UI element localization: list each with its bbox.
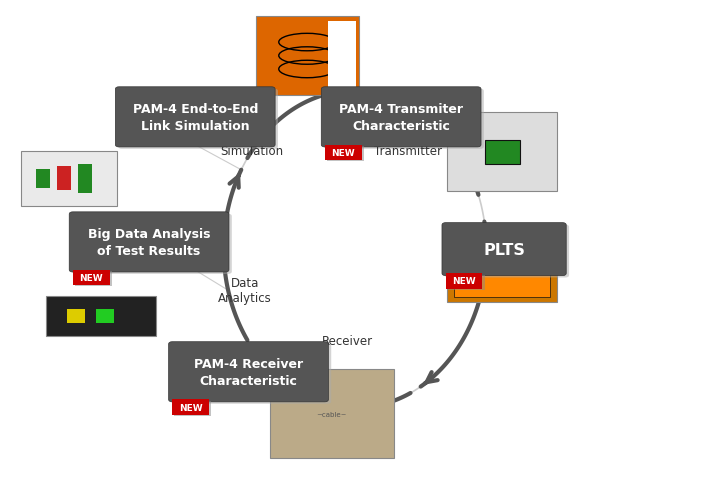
- FancyBboxPatch shape: [446, 274, 483, 289]
- Text: Receiver: Receiver: [322, 334, 373, 348]
- FancyBboxPatch shape: [119, 90, 278, 150]
- Text: ~cable~: ~cable~: [317, 411, 347, 417]
- FancyBboxPatch shape: [447, 228, 557, 302]
- Text: NEW: NEW: [332, 148, 355, 157]
- FancyBboxPatch shape: [70, 212, 229, 273]
- FancyBboxPatch shape: [454, 238, 550, 298]
- FancyBboxPatch shape: [169, 342, 328, 402]
- FancyBboxPatch shape: [116, 87, 275, 148]
- FancyBboxPatch shape: [484, 141, 520, 165]
- FancyBboxPatch shape: [172, 344, 332, 404]
- FancyBboxPatch shape: [36, 169, 50, 189]
- FancyBboxPatch shape: [324, 90, 484, 150]
- FancyBboxPatch shape: [57, 167, 71, 191]
- Text: Simulation: Simulation: [221, 144, 283, 158]
- FancyBboxPatch shape: [75, 272, 112, 287]
- FancyBboxPatch shape: [67, 309, 85, 324]
- Text: PAM-4 Transmiter
Characteristic: PAM-4 Transmiter Characteristic: [339, 103, 463, 132]
- FancyBboxPatch shape: [256, 17, 359, 96]
- Text: PAM-4 Receiver
Characteristic: PAM-4 Receiver Characteristic: [194, 357, 303, 387]
- FancyBboxPatch shape: [21, 151, 117, 206]
- Text: Big Data Analysis
of Test Results: Big Data Analysis of Test Results: [88, 228, 210, 257]
- Text: NEW: NEW: [179, 403, 202, 412]
- Text: Transmitter: Transmitter: [374, 144, 442, 158]
- FancyBboxPatch shape: [270, 370, 394, 458]
- FancyBboxPatch shape: [46, 297, 156, 336]
- FancyBboxPatch shape: [78, 165, 92, 193]
- FancyBboxPatch shape: [96, 309, 114, 324]
- Text: PAM-4 End-to-End
Link Simulation: PAM-4 End-to-End Link Simulation: [133, 103, 258, 132]
- Text: Channel: Channel: [451, 243, 499, 256]
- FancyBboxPatch shape: [447, 113, 557, 192]
- Text: NEW: NEW: [80, 273, 103, 282]
- FancyBboxPatch shape: [327, 147, 364, 162]
- FancyBboxPatch shape: [327, 22, 356, 91]
- FancyBboxPatch shape: [72, 214, 231, 275]
- Text: PLTS: PLTS: [484, 242, 525, 257]
- FancyBboxPatch shape: [172, 399, 209, 415]
- FancyBboxPatch shape: [325, 145, 361, 160]
- Text: NEW: NEW: [452, 277, 476, 286]
- FancyBboxPatch shape: [72, 270, 109, 285]
- FancyBboxPatch shape: [175, 401, 212, 416]
- FancyBboxPatch shape: [321, 87, 481, 148]
- FancyBboxPatch shape: [442, 223, 567, 276]
- FancyBboxPatch shape: [444, 225, 569, 278]
- Text: Data
Analytics: Data Analytics: [218, 276, 272, 304]
- FancyBboxPatch shape: [447, 275, 484, 290]
